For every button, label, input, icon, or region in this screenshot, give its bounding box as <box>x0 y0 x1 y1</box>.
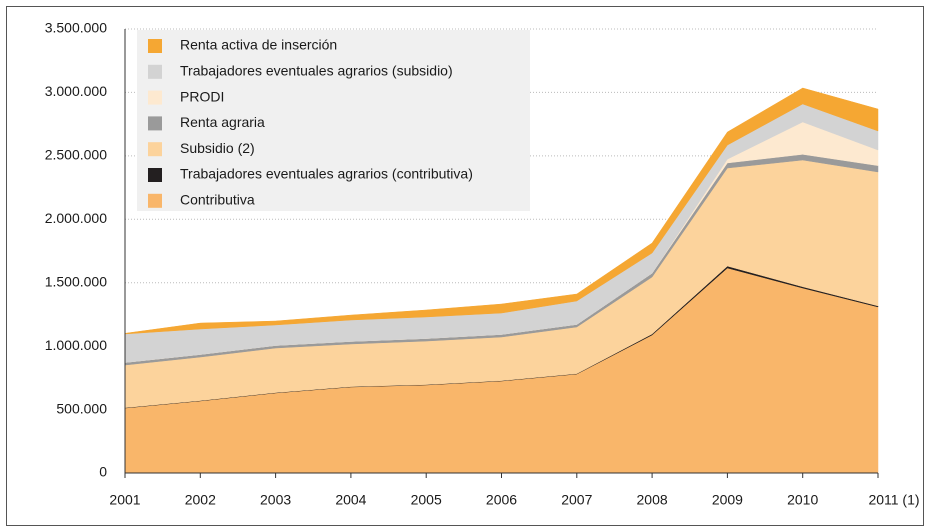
area <box>124 87 879 335</box>
x-tick-label: 2010 <box>787 492 818 508</box>
x-tick-label: 2006 <box>486 492 517 508</box>
y-tick-label: 2.000.000 <box>45 210 107 226</box>
legend-label: Renta agraria <box>180 114 265 130</box>
x-tick-label: 2004 <box>335 492 366 508</box>
legend-label: PRODI <box>180 88 224 104</box>
x-tick-label: 2001 <box>109 492 140 508</box>
legend-label: Trabajadores eventuales agrarios (contri… <box>180 166 473 182</box>
legend-swatch <box>148 142 162 157</box>
legend-label: Trabajadores eventuales agrarios (subsid… <box>180 63 453 79</box>
legend-swatch <box>148 116 162 131</box>
y-tick-label: 3.500.000 <box>45 20 107 36</box>
legend-swatch <box>148 193 162 208</box>
legend: Renta activa de inserción Trabajadores ev… <box>137 30 530 211</box>
legend-swatch <box>148 64 162 79</box>
y-tick-label: 3.000.000 <box>45 83 107 99</box>
y-tick-label: 500.000 <box>56 400 107 416</box>
legend-label: Subsidio (2) <box>180 140 255 156</box>
y-tick-label: 1.000.000 <box>45 337 107 353</box>
legend-box <box>137 30 530 211</box>
legend-swatch <box>148 39 162 53</box>
x-tick-label: 2009 <box>712 492 743 508</box>
x-tick-label: 2007 <box>561 492 592 508</box>
x-tick-label: 2005 <box>411 492 442 508</box>
y-tick-label: 1.500.000 <box>45 273 107 289</box>
x-tick-label: 2008 <box>637 492 668 508</box>
legend-swatch <box>148 168 162 182</box>
x-tick-label: 2003 <box>260 492 291 508</box>
legend-label: Renta activa de inserción <box>180 37 337 53</box>
legend-label: Contributiva <box>180 192 255 208</box>
y-tick-label: 0 <box>99 464 107 480</box>
x-tick-label: 2011 (1) <box>868 492 919 508</box>
legend-swatch <box>148 90 162 105</box>
x-tick-label: 2002 <box>185 492 216 508</box>
y-tick-label: 2.500.000 <box>45 147 107 163</box>
